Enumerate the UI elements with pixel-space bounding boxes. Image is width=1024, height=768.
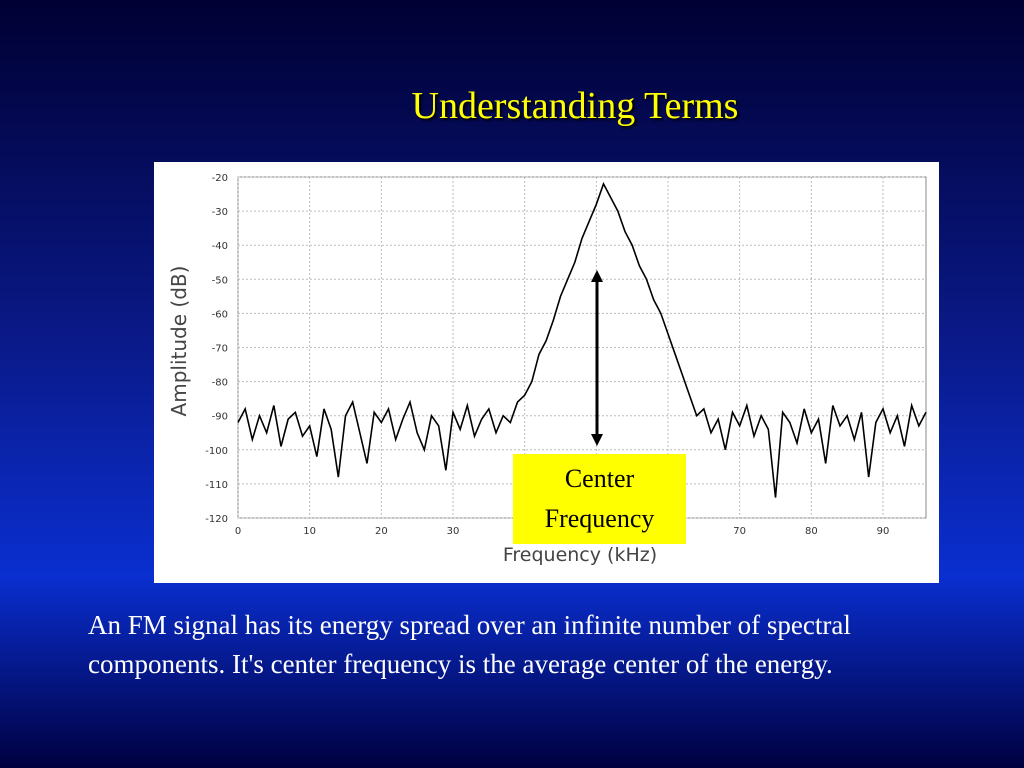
slide-title: Understanding Terms [411, 85, 739, 127]
arrow-head [591, 270, 603, 282]
y-tick-label: -40 [212, 241, 228, 252]
y-tick-label: -80 [212, 378, 228, 389]
y-tick-label: -120 [205, 514, 228, 525]
y-tick-label: -70 [212, 344, 228, 355]
y-tick-label: -50 [212, 275, 228, 286]
y-tick-label: -20 [212, 173, 228, 184]
x-axis-label: Frequency (kHz) [503, 544, 657, 566]
y-tick-label: -90 [212, 412, 228, 423]
x-tick-label: 30 [447, 526, 460, 537]
y-tick-label: -100 [205, 446, 228, 457]
x-tick-label: 0 [235, 526, 241, 537]
x-tick-label: 20 [375, 526, 388, 537]
y-tick-label: -110 [205, 480, 228, 491]
x-tick-label: 10 [303, 526, 316, 537]
arrow-head [591, 434, 603, 446]
callout: Center Frequency [513, 454, 686, 544]
y-tick-label: -30 [212, 207, 228, 218]
x-tick-label: 70 [733, 526, 746, 537]
x-tick-label: 90 [877, 526, 890, 537]
y-tick-label: -60 [212, 309, 228, 320]
x-tick-label: 80 [805, 526, 818, 537]
body-text: An FM signal has its energy spread over … [88, 610, 851, 679]
chart: Frequency (kHz) Amplitude (dB) -20 -30 -40… [167, 173, 927, 566]
data-line [237, 181, 927, 498]
y-axis-label: Amplitude (dB) [167, 266, 191, 417]
